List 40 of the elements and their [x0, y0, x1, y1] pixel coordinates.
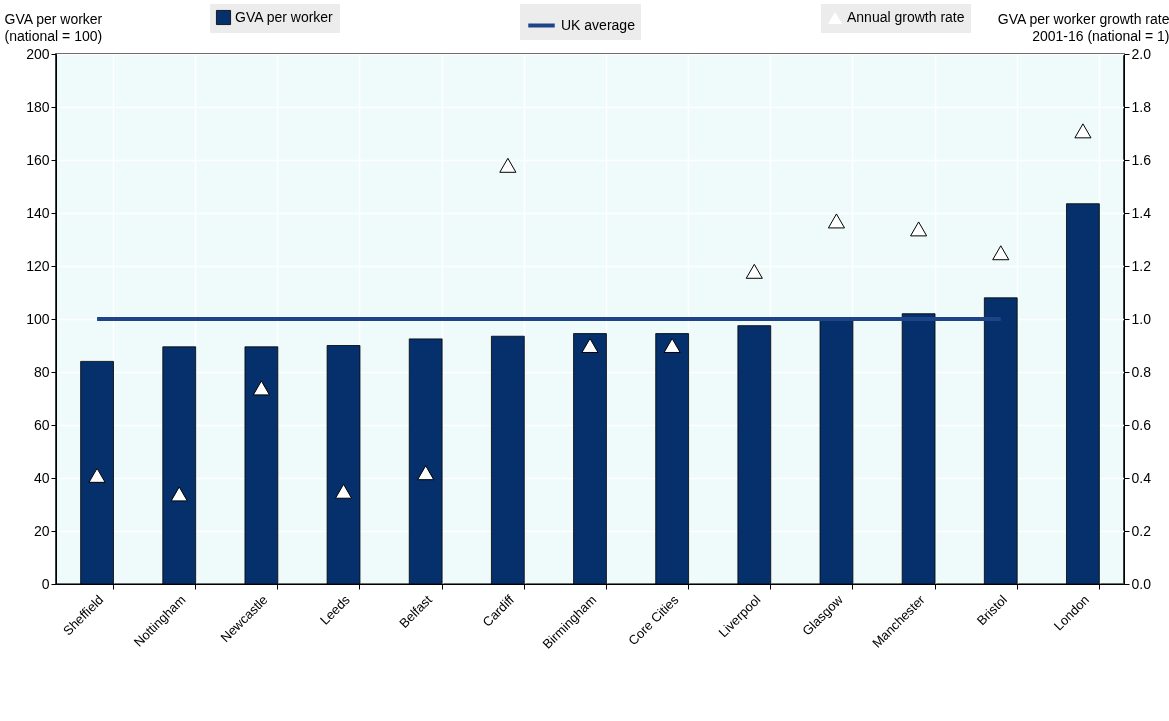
point	[910, 221, 928, 237]
point	[581, 338, 599, 353]
y2-tick-label: 2.0	[1131, 45, 1152, 62]
point	[417, 465, 435, 481]
y2-tick-label: 1.2	[1131, 257, 1152, 274]
y-tick-label: 100	[26, 310, 50, 327]
point	[252, 380, 270, 396]
y-tick-label: 200	[26, 45, 50, 62]
y-axis-title: GVA per worker (national = 100)	[4, 10, 103, 44]
y2-axis-title: GVA per worker growth rate 2001-16 (national = 1)	[997, 10, 1169, 44]
y-tick-label: 20	[33, 522, 50, 539]
y2-tick-label: 1.4	[1131, 204, 1152, 221]
y2-tick-label: 0.0	[1131, 575, 1152, 592]
point	[499, 157, 517, 173]
y2-tick-label: 0.2	[1131, 522, 1152, 539]
y2-tick-label: 1.8	[1131, 98, 1152, 115]
point	[170, 486, 188, 502]
y-tick-label: 0	[41, 575, 50, 592]
y2-tick-label: 0.6	[1131, 416, 1152, 433]
legend-label: GVA per worker	[235, 8, 334, 25]
legend-label: UK average	[561, 16, 636, 33]
point	[88, 467, 106, 483]
legend-label: Annual growth rate	[847, 9, 965, 25]
y-tick-label: 120	[26, 257, 50, 274]
y2-tick-label: 1.0	[1131, 310, 1152, 327]
point	[827, 213, 846, 229]
y-tick-label: 60	[33, 416, 50, 433]
y-tick-label: 80	[33, 363, 50, 380]
point	[745, 263, 763, 279]
point	[334, 483, 353, 499]
point	[1074, 123, 1092, 139]
y2-tick-label: 0.8	[1131, 363, 1152, 380]
y2-tick-label: 1.6	[1131, 151, 1152, 168]
point	[992, 245, 1010, 261]
y-tick-label: 180	[26, 98, 50, 115]
y2-tick-label: 0.4	[1131, 469, 1152, 486]
y-tick-label: 40	[33, 469, 50, 486]
point	[663, 338, 681, 353]
y-tick-label: 160	[26, 151, 50, 168]
y-tick-label: 140	[26, 204, 50, 221]
